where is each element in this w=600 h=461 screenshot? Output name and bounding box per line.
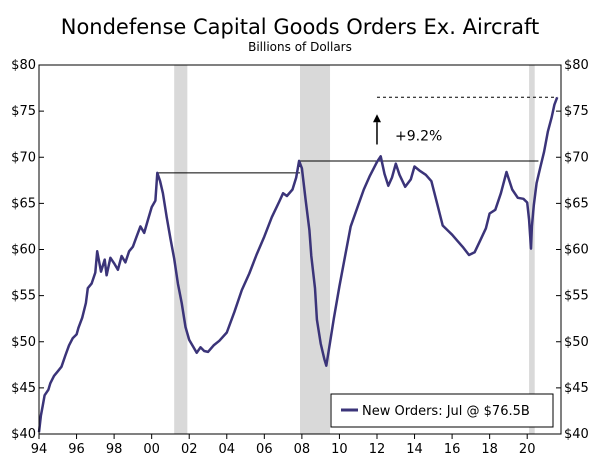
y-tick-label-left: $65	[11, 196, 36, 211]
annotation-arrow-head	[372, 114, 381, 123]
x-axis: 94 96 98 00 02 04 06 08 10 12 14 16 18 20	[31, 434, 536, 457]
legend-label: New Orders: Jul @ $76.5B	[362, 404, 530, 419]
annotation: +9.2%	[372, 114, 442, 145]
x-tick-label: 06	[256, 442, 273, 457]
legend: New Orders: Jul @ $76.5B	[330, 393, 554, 428]
annotation-label: +9.2%	[395, 128, 442, 144]
y-tick-label-left: $60	[11, 243, 36, 258]
chart-subtitle: Billions of Dollars	[248, 40, 352, 54]
y-tick-label-left: $75	[11, 104, 36, 119]
recession-band	[529, 65, 535, 434]
reference-lines	[156, 96, 558, 179]
x-tick-label: 96	[68, 442, 85, 457]
x-tick-label: 18	[481, 442, 498, 457]
y-tick-label-right: $45	[564, 381, 589, 396]
y-tick-label-right: $60	[564, 243, 589, 258]
y-tick-label-left: $45	[11, 381, 36, 396]
y-axis-right: $40 $45 $50 $55 $60 $65 $70 $75 $80	[556, 58, 589, 442]
series-lines	[37, 96, 559, 433]
y-tick-label-right: $75	[564, 104, 589, 119]
chart-title: Nondefense Capital Goods Orders Ex. Airc…	[61, 15, 540, 39]
x-tick-label: 10	[331, 442, 348, 457]
y-tick-label-left: $70	[11, 150, 36, 165]
y-tick-label-right: $40	[564, 427, 589, 442]
x-tick-label: 98	[106, 442, 123, 457]
y-tick-label-right: $65	[564, 196, 589, 211]
y-tick-label-left: $40	[11, 427, 36, 442]
x-tick-label: 04	[218, 442, 235, 457]
y-tick-label-right: $55	[564, 289, 589, 304]
y-tick-label-left: $55	[11, 289, 36, 304]
recession-band	[174, 65, 188, 434]
y-tick-label-right: $80	[564, 58, 589, 73]
series-line	[37, 96, 559, 433]
legend-box	[330, 393, 554, 428]
y-tick-label-left: $80	[11, 58, 36, 73]
recession-band	[300, 65, 331, 434]
y-tick-label-right: $70	[564, 150, 589, 165]
x-tick-label: 16	[444, 442, 461, 457]
x-tick-label: 12	[369, 442, 386, 457]
y-tick-label-right: $50	[564, 335, 589, 350]
x-tick-label: 20	[519, 442, 536, 457]
y-axis-left: $40 $45 $50 $55 $60 $65 $70 $75 $80	[11, 58, 44, 442]
recession-bands	[174, 65, 535, 434]
x-tick-label: 02	[181, 442, 198, 457]
y-tick-label-left: $50	[11, 335, 36, 350]
x-tick-label: 14	[406, 442, 423, 457]
x-tick-label: 94	[31, 442, 48, 457]
x-tick-label: 00	[143, 442, 160, 457]
x-tick-label: 08	[294, 442, 311, 457]
